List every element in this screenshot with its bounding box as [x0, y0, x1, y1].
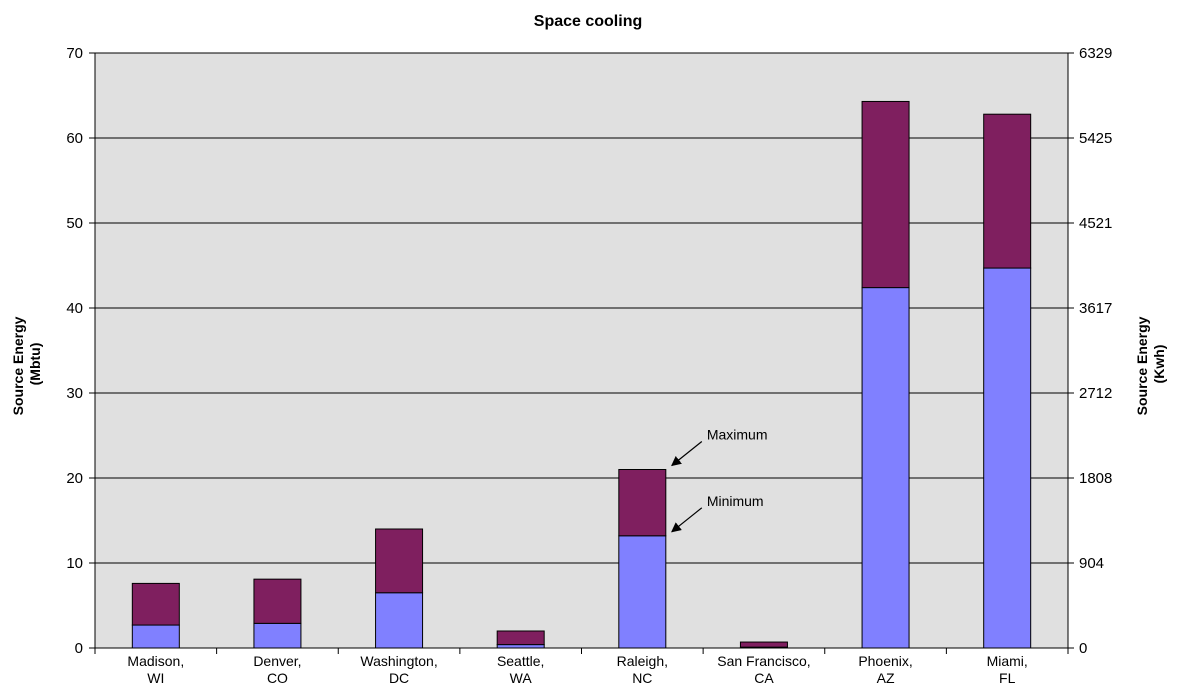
right-tick-label-3: 2712 [1079, 385, 1112, 402]
left-tick-label-3: 30 [66, 385, 83, 402]
category-label-5-line-1: CA [754, 670, 774, 686]
category-label-5-line-0: San Francisco, [717, 653, 810, 669]
bar-minimum-3 [496, 644, 545, 649]
bar-maximum-7 [983, 113, 1032, 269]
left-axis-title-line1: Source Energy [10, 316, 26, 415]
annotation-label-maximum: Maximum [707, 427, 768, 443]
bar-maximum-4 [618, 469, 667, 537]
left-axis-ticks: 0 10 20 30 40 50 60 70 [66, 45, 95, 657]
annotation-arrow-minimum [671, 507, 703, 533]
category-label-4-line-1: NC [632, 670, 652, 686]
right-tick-label-6: 5425 [1079, 130, 1112, 147]
bar-maximum-1 [253, 578, 302, 624]
category-label-0-line-1: WI [147, 670, 164, 686]
annotation-arrow-maximum [671, 441, 703, 467]
bar-maximum-3 [496, 630, 545, 646]
category-label-1-line-0: Denver, [253, 653, 301, 669]
bar-minimum-1 [253, 622, 302, 649]
left-tick-label-2: 20 [66, 470, 83, 487]
left-axis-title-line2: (Mbtu) [27, 343, 43, 386]
bar-minimum-0 [131, 624, 180, 649]
bar-maximum-2 [375, 528, 424, 594]
left-tick-label-1: 10 [66, 555, 83, 572]
bar-minimum-7 [983, 267, 1032, 649]
right-tick-label-5: 4521 [1079, 215, 1112, 232]
left-tick-label-0: 0 [75, 640, 83, 657]
right-axis-ticks: 0 904 1808 2712 3617 4521 5425 6329 [1068, 45, 1112, 657]
category-label-7-line-1: FL [999, 670, 1016, 686]
bar-minimum-6 [861, 287, 910, 649]
right-tick-label-0: 0 [1079, 640, 1087, 657]
right-tick-label-1: 904 [1079, 555, 1104, 572]
category-label-0-line-0: Madison, [127, 653, 184, 669]
category-label-2-line-1: DC [389, 670, 409, 686]
right-axis-title-line2: (Kwh) [1151, 345, 1167, 384]
category-label-7-line-0: Miami, [987, 653, 1028, 669]
right-axis-title-line1: Source Energy [1134, 316, 1150, 415]
left-axis-title: Source Energy (Mbtu) [10, 313, 43, 416]
left-tick-label-6: 60 [66, 130, 83, 147]
category-label-6: Phoenix, AZ [858, 653, 912, 686]
plot-area [95, 53, 1068, 648]
left-tick-label-5: 50 [66, 215, 83, 232]
bar-maximum-0 [131, 582, 180, 626]
category-label-2-line-0: Washington, [360, 653, 437, 669]
category-label-0: Madison, WI [127, 653, 184, 686]
left-tick-label-4: 40 [66, 300, 83, 317]
category-label-7: Miami, FL [987, 653, 1028, 686]
bars [131, 100, 1032, 649]
category-label-1-line-1: CO [267, 670, 288, 686]
axes [94, 53, 1069, 654]
category-label-5: San Francisco, CA [717, 653, 810, 686]
bar-minimum-4 [618, 535, 667, 649]
left-tick-label-7: 70 [66, 45, 83, 62]
annotation-label-minimum: Minimum [707, 493, 764, 509]
gridlines [95, 52, 1068, 564]
category-label-1: Denver, CO [253, 653, 301, 686]
category-label-2: Washington, DC [360, 653, 437, 686]
annotations: Maximum Minimum [671, 427, 768, 533]
right-axis-title: Source Energy (Kwh) [1134, 313, 1167, 416]
right-tick-label-2: 1808 [1079, 470, 1112, 487]
chart-title: Space cooling [534, 13, 642, 30]
right-tick-label-7: 6329 [1079, 45, 1112, 62]
category-label-3-line-1: WA [510, 670, 533, 686]
bar-maximum-5 [739, 641, 788, 648]
bar-minimum-2 [375, 592, 424, 649]
category-label-6-line-0: Phoenix, [858, 653, 912, 669]
category-label-6-line-1: AZ [877, 670, 895, 686]
category-label-3-line-0: Seattle, [497, 653, 544, 669]
category-label-4-line-0: Raleigh, [617, 653, 668, 669]
bar-maximum-6 [861, 100, 910, 289]
category-label-3: Seattle, WA [497, 653, 544, 686]
category-label-4: Raleigh, NC [617, 653, 668, 686]
category-labels: Madison, WI Denver, CO Washington, DC Seattle,… [127, 653, 1027, 686]
right-tick-label-4: 3617 [1079, 300, 1112, 317]
